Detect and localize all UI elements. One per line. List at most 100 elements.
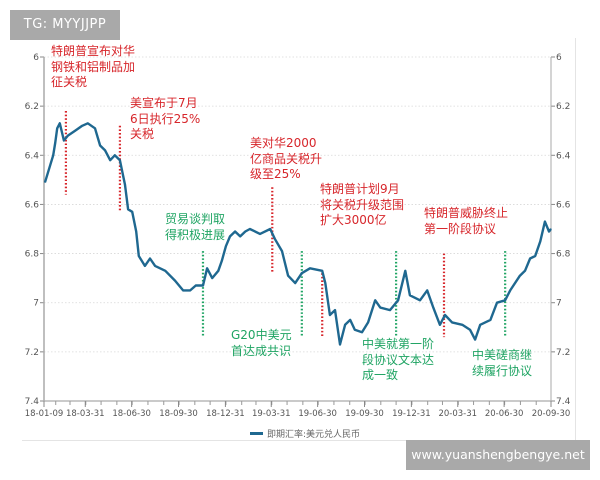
data-point — [389, 309, 391, 311]
x-tick-label: 19-09-30 — [345, 409, 384, 419]
data-point — [81, 125, 83, 127]
data-point — [195, 284, 197, 287]
data-point — [114, 154, 116, 156]
data-point — [229, 235, 231, 237]
legend-swatch — [250, 432, 263, 435]
data-point — [225, 245, 227, 247]
x-tick-label: 20-03-31 — [438, 409, 477, 419]
y-tick-label-left: 6.4 — [25, 151, 40, 161]
annotation-text: 美宣布于7月 6日执行25% 关税 — [130, 96, 201, 141]
data-point — [519, 275, 521, 277]
data-point — [44, 181, 46, 183]
data-point — [274, 238, 276, 240]
data-point — [119, 159, 121, 161]
data-point — [244, 230, 246, 233]
data-point — [269, 228, 271, 230]
data-point — [496, 302, 498, 304]
data-point — [294, 282, 296, 284]
data-point — [104, 149, 106, 151]
x-tick-label: 19-06-30 — [298, 409, 337, 419]
y-tick-label-right: 6.6 — [556, 200, 571, 210]
annotation-text: 中美磋商继 续履行协议 — [472, 348, 533, 378]
data-point — [444, 314, 446, 316]
data-point — [474, 338, 476, 341]
data-point — [54, 142, 56, 144]
data-point — [249, 228, 251, 230]
x-tick-label: 19-03-31 — [252, 409, 291, 419]
x-tick-label: 20-09-30 — [532, 409, 571, 419]
annotation-text: 特朗普宣布对华 钢铁和铝制品加 征关税 — [51, 44, 136, 89]
data-point — [52, 154, 54, 156]
data-point — [309, 267, 311, 269]
y-tick-label-left: 7.4 — [25, 397, 40, 407]
data-point — [74, 130, 76, 132]
data-point — [461, 324, 463, 326]
x-tick-label: 18-01-09 — [25, 409, 64, 419]
data-point — [56, 127, 58, 129]
data-point — [259, 233, 261, 235]
data-point — [524, 270, 526, 272]
data-point — [135, 230, 137, 233]
data-point — [439, 324, 441, 326]
data-point — [361, 331, 363, 333]
data-point — [217, 270, 219, 272]
y-tick-label-right: 6.4 — [556, 151, 571, 161]
data-point — [379, 307, 381, 309]
data-point — [529, 257, 531, 260]
chart-panel — [22, 38, 576, 441]
data-point — [149, 257, 151, 260]
y-tick-label-right: 6.8 — [556, 250, 571, 260]
y-tick-label-left: 6.8 — [25, 250, 40, 260]
data-point — [548, 230, 550, 233]
data-point — [59, 122, 61, 124]
y-tick-label-left: 7.2 — [25, 348, 39, 358]
data-point — [221, 260, 223, 262]
data-point — [211, 277, 213, 279]
y-tick-label-right: 6 — [556, 53, 562, 63]
data-point — [404, 270, 406, 272]
data-point — [354, 329, 356, 331]
data-point — [239, 235, 241, 237]
data-point — [489, 319, 491, 321]
annotation-text: G20中美元 首达成共识 — [231, 328, 292, 358]
data-point — [144, 265, 146, 267]
annotation-text: 中美就第一阶 段协议文本达 成一致 — [362, 337, 435, 382]
y-tick-label-right: 7.4 — [556, 397, 571, 407]
data-point — [539, 240, 541, 242]
y-tick-label-right: 7 — [556, 299, 562, 309]
data-point — [164, 270, 166, 272]
data-point — [426, 289, 428, 292]
data-point — [131, 211, 133, 213]
data-point — [550, 228, 552, 230]
data-point — [281, 250, 283, 252]
y-tick-label-left: 6.6 — [25, 200, 40, 210]
data-point — [329, 314, 331, 316]
legend-label: 即期汇率:美元兑人民币 — [267, 430, 361, 440]
x-tick-label: 18-12-31 — [206, 409, 245, 419]
data-point — [367, 321, 369, 323]
annotation-text: 特朗普威胁终止 第一阶段协议 — [424, 206, 509, 236]
data-point — [124, 184, 126, 186]
data-point — [138, 255, 140, 257]
data-point — [324, 282, 326, 284]
data-point — [154, 265, 156, 267]
data-point — [419, 299, 421, 301]
y-tick-label-left: 6.2 — [25, 102, 39, 112]
data-point — [287, 275, 289, 277]
data-point — [397, 299, 399, 301]
data-point — [344, 324, 346, 326]
data-point — [414, 297, 416, 299]
data-point — [182, 289, 184, 292]
data-point — [374, 299, 376, 301]
data-point — [504, 299, 506, 301]
data-point — [301, 272, 303, 274]
x-tick-label: 20-06-30 — [485, 409, 524, 419]
data-point — [432, 307, 434, 309]
y-tick-label-left: 7 — [33, 299, 39, 309]
x-tick-label: 19-12-31 — [392, 409, 431, 419]
data-point — [94, 127, 96, 129]
data-point — [127, 208, 129, 210]
annotation-text: 贸易谈判取 得积极进展 — [165, 212, 226, 242]
y-tick-label-right: 6.2 — [556, 102, 570, 112]
